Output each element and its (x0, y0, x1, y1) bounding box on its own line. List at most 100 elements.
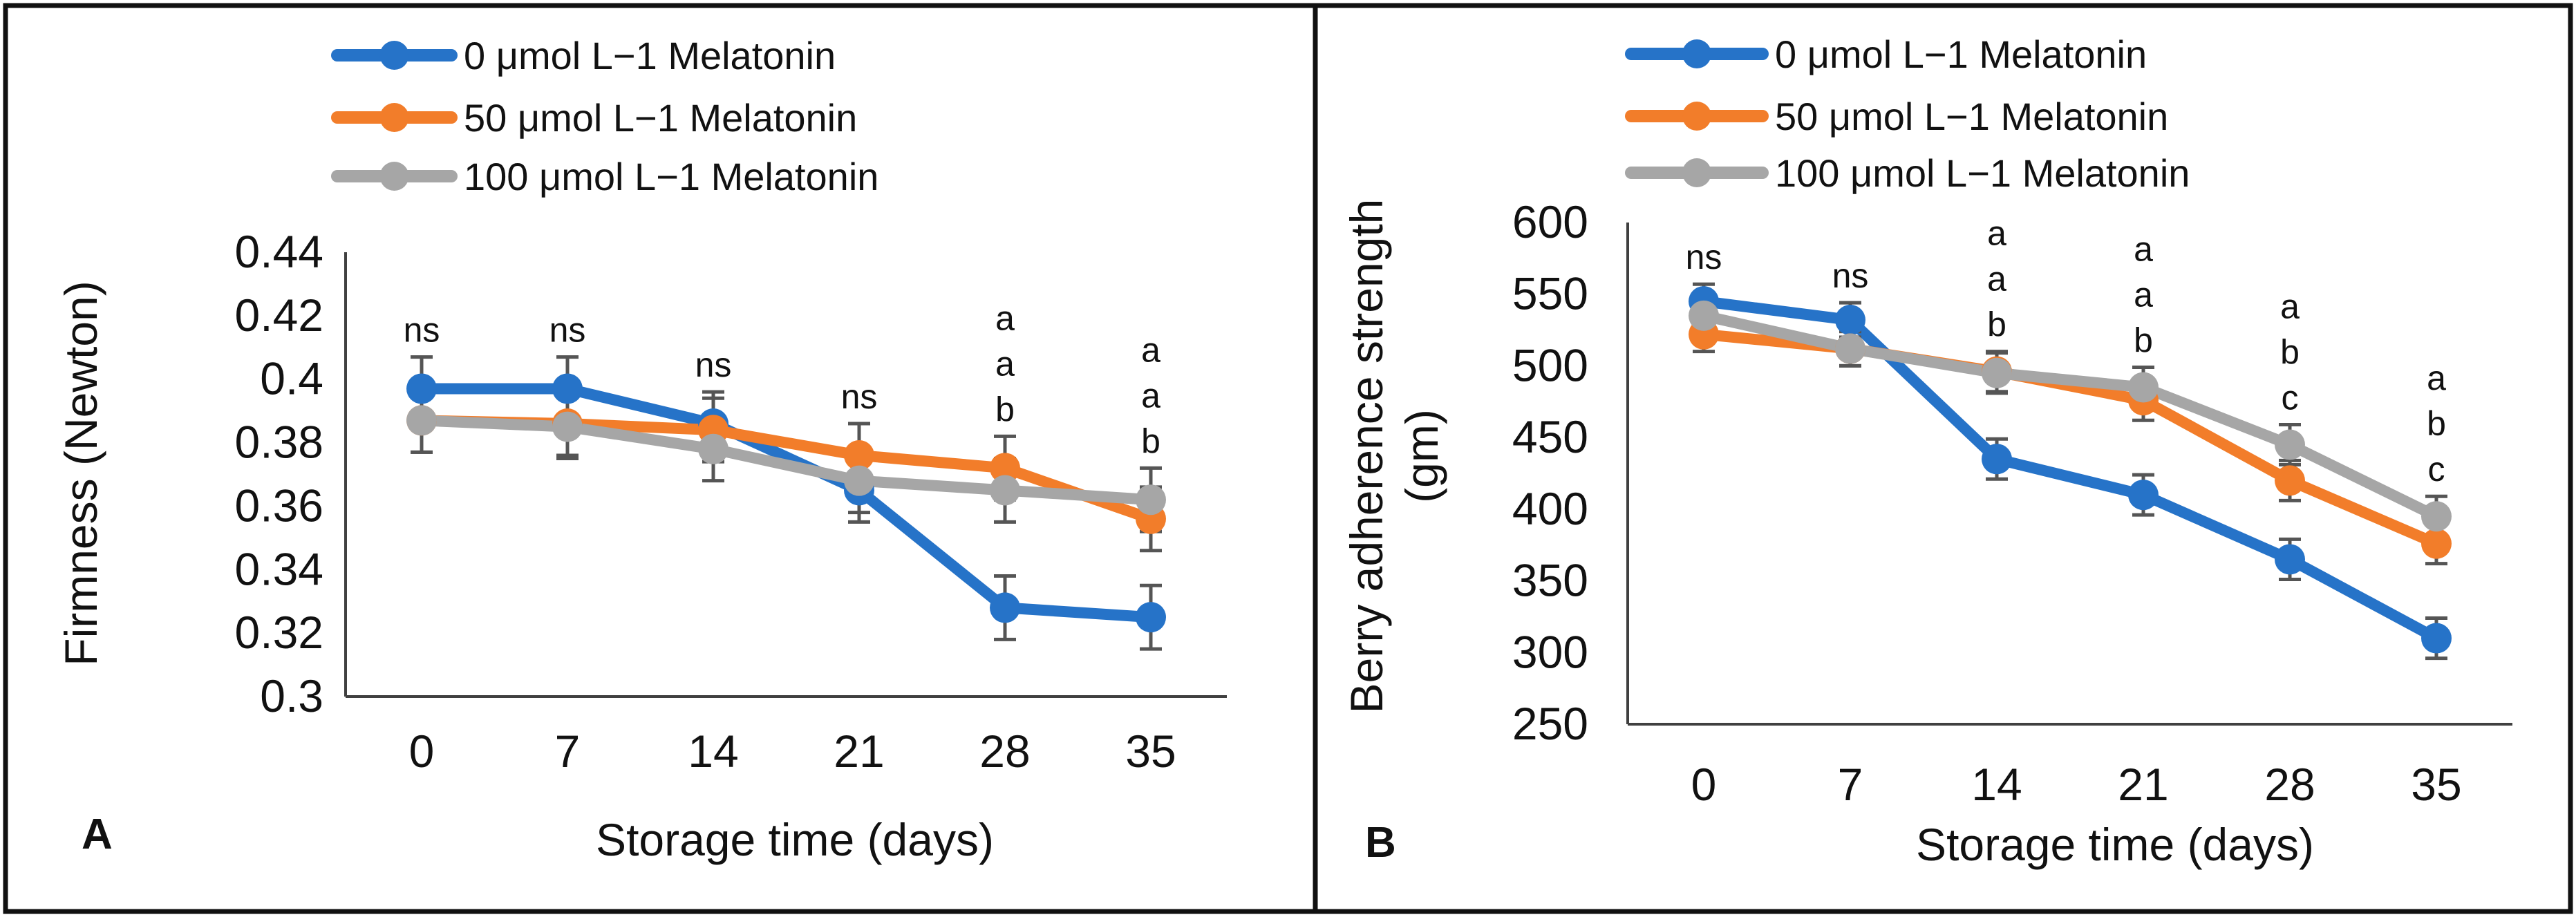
legend-marker-0 (379, 41, 409, 70)
x-tick-label: 14 (688, 726, 738, 777)
significance-label: a (1987, 214, 2006, 253)
x-tick-label: 28 (2264, 759, 2315, 810)
y-tick-label: 450 (1512, 411, 1588, 462)
significance-label: b (2134, 321, 2153, 360)
y-tick-label: 550 (1512, 268, 1588, 319)
y-tick-label: 0.4 (260, 353, 323, 404)
x-tick-label: 21 (834, 726, 884, 777)
legend-label-1: 50 μmol L−1 Melatonin (1775, 95, 2168, 138)
significance-label: a (1141, 376, 1160, 415)
legend-marker-2 (1682, 158, 1711, 187)
significance-label: b (1987, 305, 2006, 344)
y-tick-label: 300 (1512, 626, 1588, 677)
series-line-1 (1698, 328, 2442, 549)
significance-label: a (995, 299, 1015, 337)
x-tick-label: 28 (979, 726, 1030, 777)
figure-frame (3, 3, 2573, 914)
series-line-2 (416, 415, 1156, 506)
data-point-series-2 (2275, 429, 2305, 460)
y-axis-title-line: Berry adherence strength (1341, 199, 1392, 714)
y-tick-label: 0.34 (235, 543, 323, 594)
data-point-series-1 (990, 453, 1020, 484)
data-point-series-0 (552, 373, 583, 404)
data-point-series-0 (1136, 602, 1166, 633)
y-tick-label: 0.38 (235, 417, 323, 468)
data-point-series-2 (1136, 484, 1166, 516)
y-tick-label: 250 (1512, 698, 1588, 749)
x-tick-label: 7 (555, 726, 581, 777)
x-tick-label: 35 (1125, 726, 1176, 777)
panel-label: B (1365, 819, 1396, 867)
panel-b: 250 300 350 400 450 500 550 600 0 7 14 21 28 35 Storag… (1341, 32, 2512, 870)
x-axis-title: Storage time (days) (596, 814, 994, 865)
legend-label-2: 100 μmol L−1 Melatonin (464, 155, 878, 198)
significance-label: c (2282, 378, 2299, 417)
significance-label: b (2280, 332, 2300, 371)
x-tick-label: 35 (2411, 759, 2461, 810)
x-tick-label: 0 (1691, 759, 1717, 810)
y-axis-title: Firmness (Newton) (55, 281, 106, 665)
significance-label: ns (695, 346, 732, 384)
data-point-series-0 (2128, 480, 2159, 511)
legend-label-0: 0 μmol L−1 Melatonin (464, 34, 836, 77)
significance-label: ns (404, 311, 440, 350)
data-point-series-2 (1982, 357, 2012, 388)
data-point-series-2 (698, 433, 728, 464)
data-point-series-2 (2421, 501, 2452, 532)
y-axis-title-line: (gm) (1396, 409, 1447, 503)
significance-label: a (2280, 287, 2300, 325)
data-point-series-0 (1982, 444, 2012, 475)
data-point-series-1 (2275, 465, 2305, 496)
data-point-series-0 (2421, 623, 2452, 654)
significance-label: c (2428, 450, 2445, 489)
data-point-series-1 (2421, 528, 2452, 559)
legend-label-0: 0 μmol L−1 Melatonin (1775, 32, 2147, 76)
significance-label: ns (1686, 238, 1722, 276)
x-tick-label: 0 (409, 726, 435, 777)
series-line-2 (1698, 310, 2442, 522)
data-point-series-0 (990, 592, 1020, 623)
panel-a: 0.3 0.32 0.34 0.36 0.38 0.4 0.42 0.44 0 7 14 21 28 35… (55, 34, 1227, 865)
y-tick-label: 600 (1512, 196, 1588, 247)
data-point-series-0 (406, 373, 437, 404)
series-line-0 (1698, 296, 2442, 644)
y-tick-label: 400 (1512, 483, 1588, 534)
y-tick-label: 0.42 (235, 290, 323, 341)
series-line-0 (416, 383, 1156, 623)
data-point-series-2 (1835, 333, 1865, 364)
y-tick-label: 350 (1512, 555, 1588, 606)
data-point-series-2 (844, 465, 874, 496)
significance-label: a (1141, 330, 1160, 369)
x-axis-title: Storage time (days) (1916, 819, 2314, 870)
significance-label: ns (841, 377, 878, 416)
data-point-series-2 (2128, 372, 2159, 403)
y-tick-label: 0.36 (235, 480, 323, 531)
significance-label: a (2427, 359, 2446, 397)
data-point-series-2 (990, 475, 1020, 506)
y-tick-label: 0.3 (260, 670, 323, 721)
legend-marker-1 (1682, 102, 1711, 131)
y-tick-label: 0.32 (235, 607, 323, 658)
legend-label-1: 50 μmol L−1 Melatonin (464, 96, 857, 140)
legend-marker-2 (379, 162, 409, 191)
x-tick-label: 7 (1838, 759, 1863, 810)
panel-label: A (82, 811, 113, 858)
legend-marker-1 (379, 103, 409, 132)
legend-label-2: 100 μmol L−1 Melatonin (1775, 151, 2190, 195)
data-point-series-0 (1835, 305, 1865, 336)
significance-label: b (2427, 404, 2446, 443)
significance-label: a (1987, 260, 2006, 299)
y-tick-label: 500 (1512, 339, 1588, 390)
significance-label: b (1141, 422, 1160, 460)
data-point-series-2 (406, 405, 437, 436)
data-point-series-0 (2275, 544, 2305, 575)
significance-label: a (2134, 276, 2153, 314)
x-tick-label: 21 (2118, 759, 2168, 810)
legend-marker-0 (1682, 39, 1711, 68)
data-point-series-1 (844, 439, 874, 471)
significance-label: ns (549, 311, 586, 350)
data-point-series-2 (1689, 300, 1719, 331)
significance-label: a (995, 344, 1015, 383)
x-tick-label: 14 (1971, 759, 2022, 810)
significance-label: b (995, 390, 1015, 428)
